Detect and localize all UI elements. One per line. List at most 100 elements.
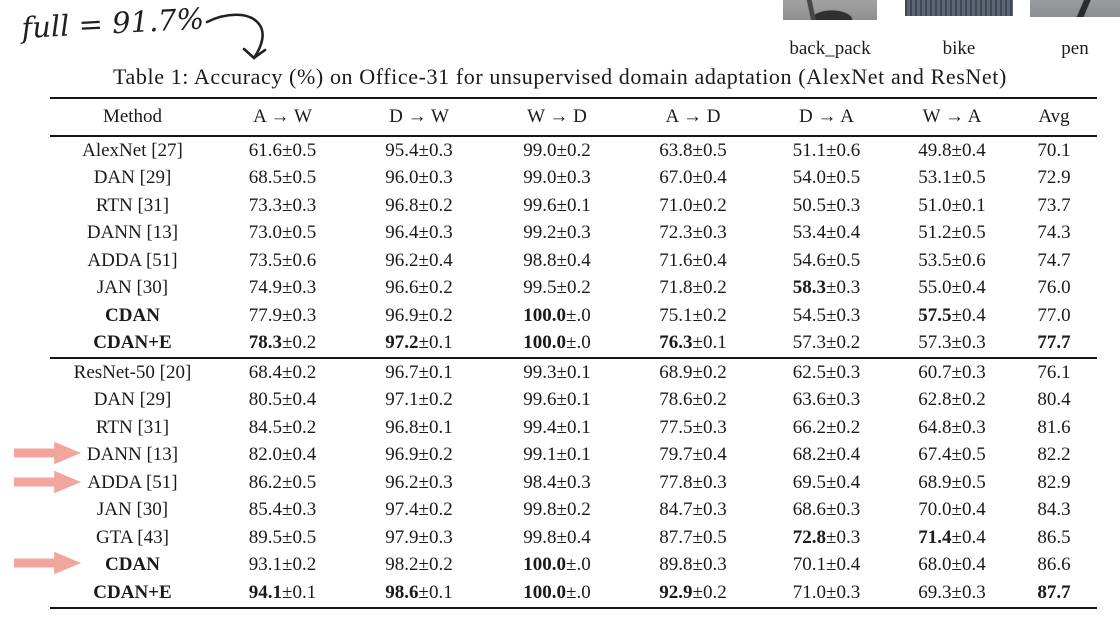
accuracy-cell: 86.2±0.5 [248, 471, 317, 493]
accuracy-cell: 96.8±0.1 [385, 416, 453, 438]
accuracy-cell: 72.9 [1011, 165, 1097, 193]
accuracy-value: 99.6 [523, 194, 557, 216]
method-cell: AlexNet [27] [82, 139, 183, 161]
accuracy-value: 77.5 [659, 416, 693, 438]
accuracy-cell: 96.0±0.3 [385, 167, 453, 189]
accuracy-cell: 74.3 [1011, 220, 1097, 248]
accuracy-cell: 87.7 [1011, 579, 1097, 608]
accuracy-cell: 100.0±.0 [523, 332, 591, 354]
accuracy-cell: 66.2±0.2 [792, 416, 861, 438]
accuracy-cell: 74.7 [1011, 247, 1097, 275]
accuracy-cell: 68.2±0.4 [792, 444, 861, 466]
accuracy-value: 80.5 [248, 389, 283, 411]
accuracy-value: 67.4 [918, 444, 952, 466]
accuracy-cell: 97.4±0.2 [385, 499, 453, 521]
accuracy-value: 86.5 [1037, 526, 1071, 548]
accuracy-cell: 76.0 [1011, 275, 1097, 303]
accuracy-value: 73.7 [1037, 194, 1071, 216]
accuracy-value: 72.8 [792, 526, 827, 548]
accuracy-value: 58.3 [792, 277, 827, 299]
accuracy-cell: 77.7 [1011, 330, 1097, 359]
resnet-group: ResNet-50 [20] 68.4±0.2 96.7±0.1 99.3±0.1 68… [50, 358, 1097, 608]
accuracy-cell: 74.9±0.3 [248, 277, 317, 299]
accuracy-cell: 71.0±0.2 [659, 194, 727, 216]
accuracy-value: 99.4 [523, 416, 557, 438]
accuracy-cell: 53.1±0.5 [918, 167, 986, 189]
accuracy-cell: 62.5±0.3 [792, 361, 861, 383]
method-cell: CDAN [105, 554, 160, 576]
accuracy-value: 72.9 [1037, 167, 1071, 189]
column-header: Method [102, 106, 163, 127]
accuracy-value: 53.4 [792, 222, 827, 244]
accuracy-cell: 100.0±.0 [523, 554, 591, 576]
accuracy-cell: 60.7±0.3 [918, 361, 986, 383]
accuracy-cell: 70.1 [1011, 136, 1097, 165]
accuracy-value: 100.0 [523, 332, 567, 354]
accuracy-cell: 61.6±0.5 [248, 139, 317, 161]
backpack-image-label: back_pack [789, 38, 871, 59]
accuracy-cell: 79.7±0.4 [659, 444, 727, 466]
accuracy-value: 62.8 [918, 389, 952, 411]
accuracy-cell: 89.5±0.5 [248, 526, 317, 548]
accuracy-value: 73.3 [248, 194, 283, 216]
accuracy-cell: 63.6±0.3 [792, 389, 861, 411]
accuracy-cell: 85.4±0.3 [248, 499, 317, 521]
table-row: RTN [31] 84.5±0.2 96.8±0.1 99.4±0.1 77.5±0.3… [50, 414, 1097, 442]
accuracy-cell: 54.5±0.3 [792, 304, 861, 326]
accuracy-cell: 80.4 [1011, 387, 1097, 415]
accuracy-value: 77.8 [659, 471, 693, 493]
method-cell: CDAN [105, 304, 160, 326]
accuracy-cell: 73.5±0.6 [248, 249, 317, 271]
table-row: CDAN 93.1±0.2 98.2±0.2 100.0±.0 89.8±0.3 70.1… [50, 552, 1097, 580]
accuracy-value: 84.3 [1037, 499, 1071, 521]
accuracy-value: 84.5 [248, 416, 283, 438]
table-row: CDAN 77.9±0.3 96.9±0.2 100.0±.0 75.1±0.2 54.5… [50, 302, 1097, 330]
accuracy-value: 70.0 [918, 499, 952, 521]
accuracy-value: 99.3 [523, 361, 557, 383]
table-row: RTN [31] 73.3±0.3 96.8±0.2 99.6±0.1 71.0±0.2… [50, 192, 1097, 220]
alexnet-group: AlexNet [27] 61.6±0.5 95.4±0.3 99.0±0.2 63.8… [50, 136, 1097, 358]
accuracy-cell: 86.5 [1011, 524, 1097, 552]
method-cell: RTN [31] [95, 416, 170, 438]
accuracy-value: 71.0 [659, 194, 693, 216]
accuracy-value: 79.7 [659, 444, 693, 466]
method-cell: DAN [29] [93, 389, 172, 411]
method-cell: DAN [29] [93, 167, 172, 189]
accuracy-cell: 72.8±0.3 [792, 526, 861, 548]
accuracy-cell: 57.5±0.4 [918, 304, 986, 326]
accuracy-cell: 87.7±0.5 [659, 526, 727, 548]
accuracy-cell: 99.5±0.2 [523, 277, 591, 299]
accuracy-cell: 62.8±0.2 [918, 389, 986, 411]
accuracy-cell: 77.0 [1011, 302, 1097, 330]
accuracy-value: 93.1 [248, 554, 283, 576]
accuracy-cell: 97.1±0.2 [385, 389, 453, 411]
bike-image [905, 0, 1013, 16]
accuracy-value: 92.9 [659, 581, 693, 603]
table-row: ADDA [51] 86.2±0.5 96.2±0.3 98.4±0.3 77.8±0.… [50, 469, 1097, 497]
column-header: A → D [665, 106, 721, 127]
accuracy-cell: 97.9±0.3 [385, 526, 453, 548]
bike-image-label: bike [942, 38, 976, 59]
accuracy-cell: 93.1±0.2 [248, 554, 317, 576]
accuracy-value: 95.4 [385, 139, 419, 161]
accuracy-value: 70.1 [792, 554, 827, 576]
accuracy-value: 86.2 [248, 471, 283, 493]
table-row: DANN [13] 73.0±0.5 96.4±0.3 99.2±0.3 72.3±0.… [50, 220, 1097, 248]
handwritten-annotation: full = 91.7% [19, 1, 267, 60]
accuracy-value: 96.2 [385, 471, 419, 493]
accuracy-cell: 94.1±0.1 [248, 581, 317, 603]
accuracy-cell: 73.3±0.3 [248, 194, 317, 216]
accuracy-value: 54.5 [792, 304, 827, 326]
accuracy-value: 50.5 [792, 194, 827, 216]
accuracy-cell: 99.3±0.1 [523, 361, 591, 383]
accuracy-cell: 54.0±0.5 [792, 167, 861, 189]
accuracy-cell: 68.5±0.5 [248, 167, 317, 189]
accuracy-cell: 99.8±0.2 [523, 499, 591, 521]
accuracy-value: 99.0 [523, 139, 557, 161]
accuracy-cell: 77.8±0.3 [659, 471, 727, 493]
accuracy-cell: 96.7±0.1 [385, 361, 453, 383]
accuracy-value: 98.4 [523, 471, 557, 493]
pen-image [1030, 0, 1120, 17]
accuracy-value: 51.1 [792, 139, 827, 161]
